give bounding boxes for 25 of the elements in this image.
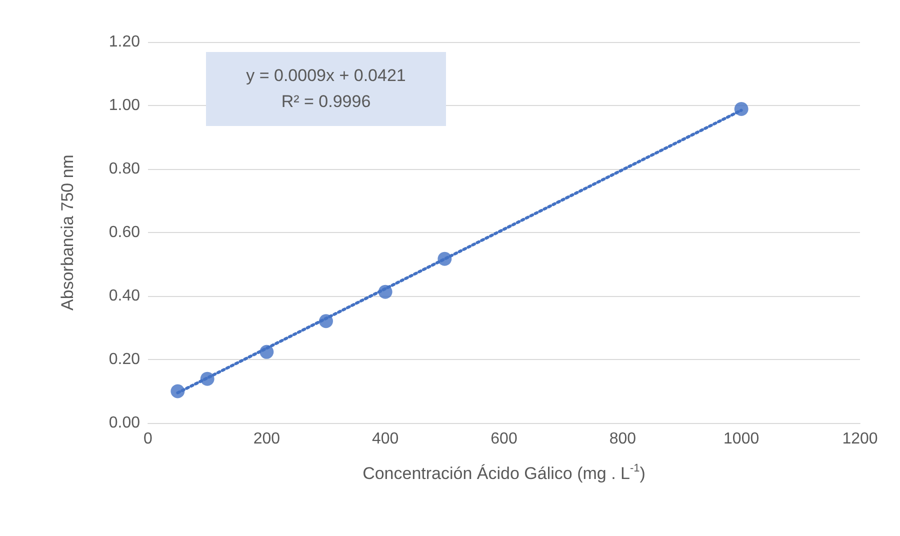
- equation-box: y = 0.0009x + 0.0421 R² = 0.9996: [206, 52, 446, 126]
- point: [170, 384, 185, 398]
- point: [438, 252, 452, 266]
- annotation: R² = 0.9996: [281, 91, 371, 113]
- x-tick-label: 0: [144, 430, 153, 448]
- x-tick-label: 400: [372, 430, 399, 448]
- annotation: y = 0.0009x + 0.0421: [246, 65, 406, 87]
- y-tick-label: 0.20: [108, 351, 140, 368]
- y-tick-label: 0.60: [108, 224, 140, 241]
- x-tick-label: 200: [253, 430, 280, 448]
- y-tick-label: 0.40: [108, 288, 140, 304]
- y-axis-title: Absorbancia 750 nm: [58, 154, 77, 310]
- x-tick-label: 800: [609, 430, 636, 448]
- y-tick-label: 0.00: [108, 414, 140, 432]
- y-tick-label: 1.00: [108, 97, 140, 114]
- point: [200, 372, 214, 386]
- point: [734, 102, 748, 116]
- y-tick-label: 0.80: [108, 160, 140, 178]
- point: [378, 284, 392, 299]
- point: [319, 314, 333, 328]
- point: [260, 344, 274, 359]
- x-tick-label: 600: [490, 430, 518, 448]
- y-tick-label: 1.20: [108, 34, 140, 50]
- x-tick-label: 1000: [724, 430, 760, 448]
- x-tick-label: 1200: [842, 430, 878, 448]
